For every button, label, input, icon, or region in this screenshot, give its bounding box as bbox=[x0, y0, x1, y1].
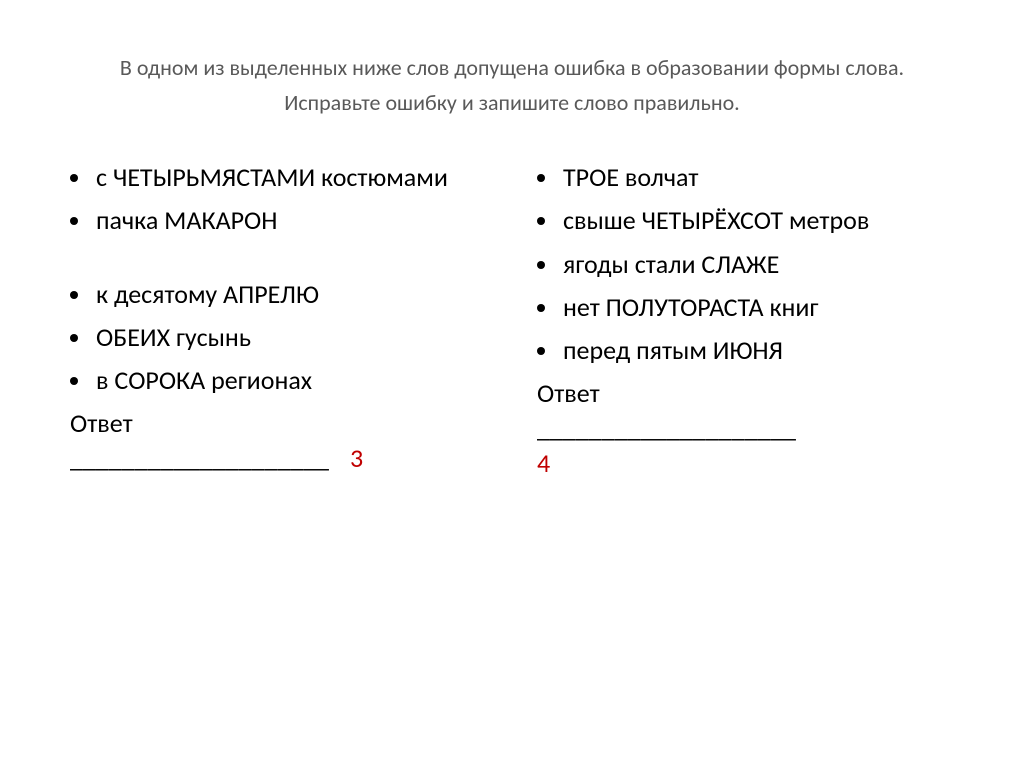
list-item: нет ПОЛУТОРАСТА книг bbox=[537, 290, 954, 325]
item-text: с ЧЕТЫРЬМЯСТАМИ костюмами bbox=[96, 160, 487, 195]
item-text: ОБЕИХ гусынь bbox=[96, 320, 487, 355]
answer-label: Ответ bbox=[537, 377, 600, 409]
list-item: ОБЕИХ гусынь bbox=[70, 320, 487, 355]
list-item: пачка МАКАРОН bbox=[70, 203, 487, 238]
list-item: в СОРОКА регионах bbox=[70, 363, 487, 398]
item-text: ТРОЕ волчат bbox=[563, 160, 954, 195]
answer-underline: ____________________ bbox=[70, 441, 350, 476]
item-text: нет ПОЛУТОРАСТА книг bbox=[563, 290, 954, 325]
list-item: ягоды стали СЛАЖЕ bbox=[537, 247, 954, 282]
list-item: с ЧЕТЫРЬМЯСТАМИ костюмами bbox=[70, 160, 487, 195]
answer-underline: ____________________ bbox=[537, 411, 817, 446]
bullet-icon bbox=[70, 377, 78, 385]
list-item: перед пятым ИЮНЯ bbox=[537, 333, 954, 368]
task-number: 4 bbox=[537, 447, 550, 479]
item-text: свыше ЧЕТЫРЁХСОТ метров bbox=[563, 203, 954, 238]
spacer bbox=[70, 247, 487, 277]
task-title: В одном из выделенных ниже слов допущена… bbox=[70, 50, 954, 120]
bullet-icon bbox=[537, 304, 545, 312]
list-item: ТРОЕ волчат bbox=[537, 160, 954, 195]
bullet-icon bbox=[70, 174, 78, 182]
task-number: 3 bbox=[350, 441, 363, 476]
bullet-icon bbox=[70, 334, 78, 342]
answer-row: Ответ ____________________3 bbox=[70, 406, 487, 476]
bullet-icon bbox=[537, 217, 545, 225]
item-text: в СОРОКА регионах bbox=[96, 363, 487, 398]
item-text: перед пятым ИЮНЯ bbox=[563, 333, 954, 368]
item-text: к десятому АПРЕЛЮ bbox=[96, 277, 487, 312]
list-item: свыше ЧЕТЫРЁХСОТ метров bbox=[537, 203, 954, 238]
answer-row: Ответ ____________________ 4 bbox=[537, 376, 954, 481]
bullet-icon bbox=[537, 174, 545, 182]
bullet-icon bbox=[537, 261, 545, 269]
item-text: ягоды стали СЛАЖЕ bbox=[563, 247, 954, 282]
answer-label: Ответ bbox=[70, 407, 133, 439]
bullet-icon bbox=[70, 291, 78, 299]
left-column: с ЧЕТЫРЬМЯСТАМИ костюмами пачка МАКАРОН … bbox=[70, 160, 487, 481]
item-text: пачка МАКАРОН bbox=[96, 203, 487, 238]
list-item: к десятому АПРЕЛЮ bbox=[70, 277, 487, 312]
bullet-icon bbox=[70, 217, 78, 225]
columns-container: с ЧЕТЫРЬМЯСТАМИ костюмами пачка МАКАРОН … bbox=[70, 160, 954, 481]
bullet-icon bbox=[537, 347, 545, 355]
right-column: ТРОЕ волчат свыше ЧЕТЫРЁХСОТ метров ягод… bbox=[537, 160, 954, 481]
